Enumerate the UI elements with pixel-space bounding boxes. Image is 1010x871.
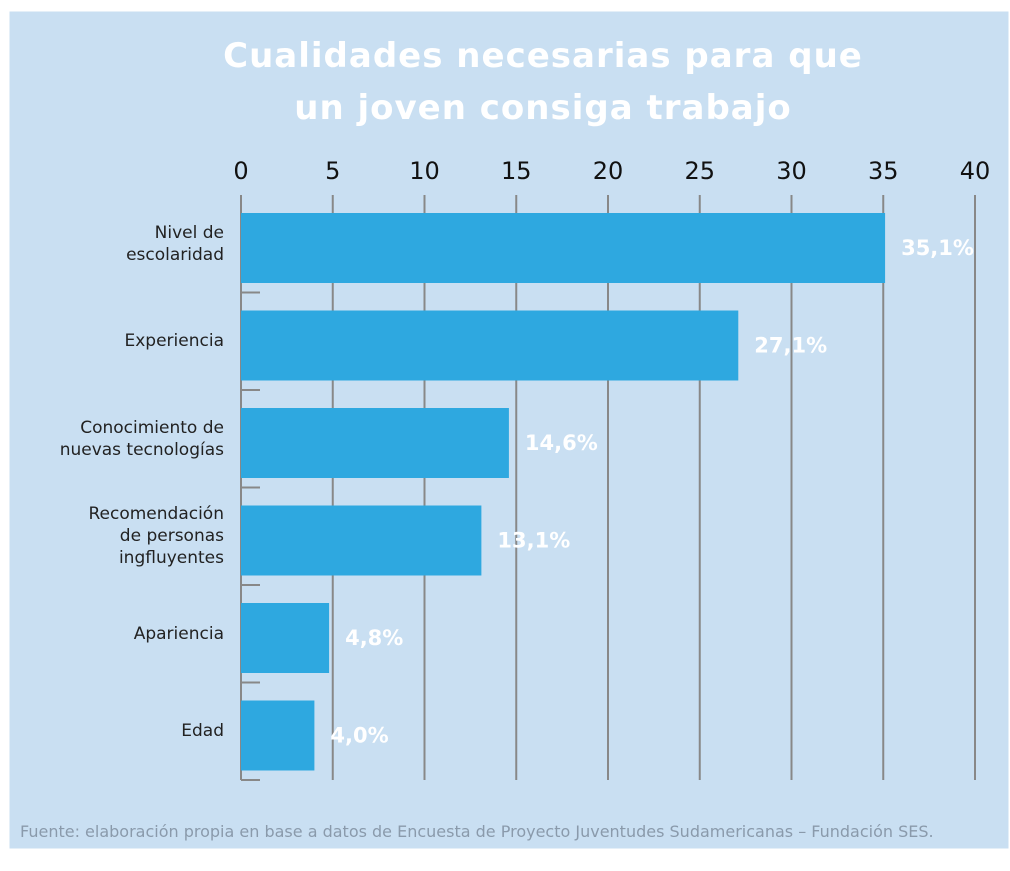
- source-note: Fuente: elaboración propia en base a dat…: [20, 822, 934, 841]
- x-tick-label: 20: [593, 157, 624, 185]
- y-tick-label: Conocimiento de nuevas tecnologías: [59, 417, 224, 460]
- chart-title: Cualidades necesarias para que un joven …: [223, 36, 863, 128]
- x-tick-label: 40: [960, 157, 991, 185]
- value-label: 35,1%: [901, 236, 974, 260]
- value-label: 4,8%: [345, 626, 403, 650]
- bar: [241, 310, 739, 381]
- x-tick-label: 30: [776, 157, 807, 185]
- x-tick-label: 5: [325, 157, 340, 185]
- x-tick-label: 10: [409, 157, 440, 185]
- y-tick-label: Experiencia: [124, 331, 225, 352]
- bar: [241, 213, 886, 283]
- y-tick-label: Nivel de escolaridad: [126, 222, 224, 265]
- y-tick-label: Edad: [181, 721, 224, 742]
- chart-panel: [6, 8, 1010, 852]
- bar: [241, 700, 315, 771]
- bar: [241, 408, 509, 478]
- y-tick-label: Recomendación de personas ingfluyentes: [88, 504, 224, 569]
- value-label: 14,6%: [525, 431, 598, 455]
- bar: [241, 505, 482, 576]
- x-tick-label: 25: [684, 157, 715, 185]
- value-label: 13,1%: [497, 529, 570, 553]
- bar: [241, 603, 330, 673]
- value-label: 27,1%: [754, 334, 827, 358]
- x-tick-label: 35: [868, 157, 899, 185]
- x-tick-label: 0: [233, 157, 248, 185]
- x-tick-label: 15: [501, 157, 532, 185]
- value-label: 4,0%: [330, 724, 388, 748]
- y-tick-label: Apariencia: [133, 623, 224, 644]
